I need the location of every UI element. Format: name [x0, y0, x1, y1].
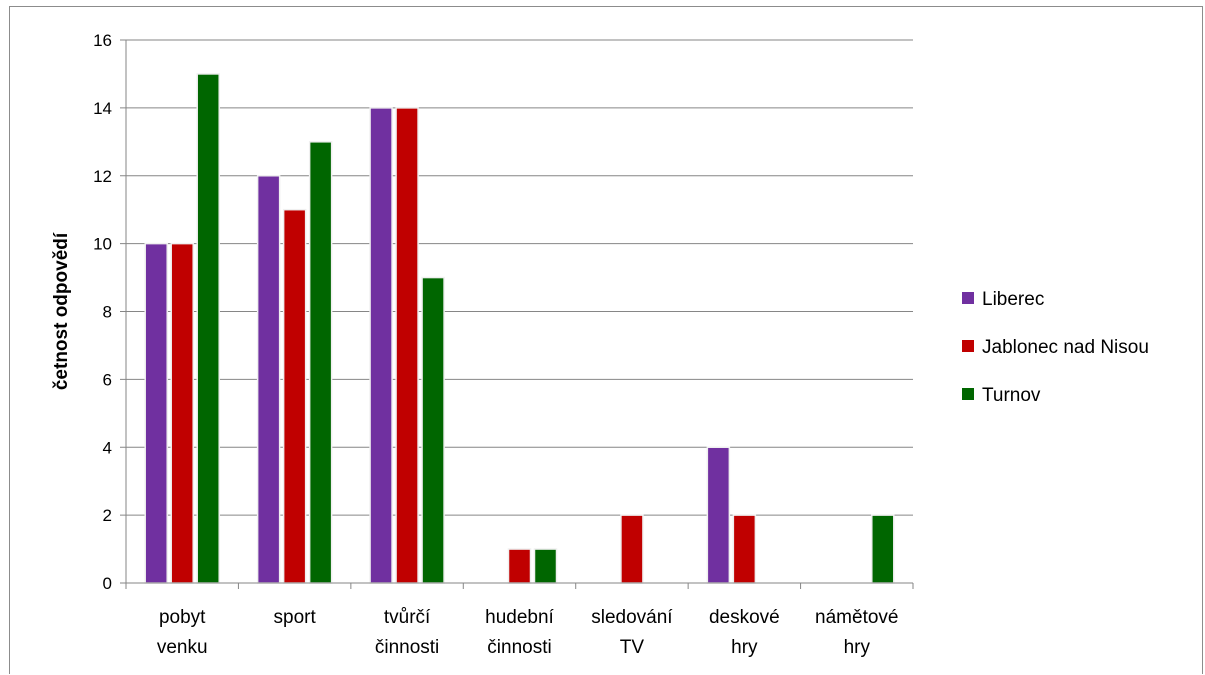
x-category-label: námětové [815, 607, 898, 628]
legend-swatch [962, 388, 974, 400]
x-category-label: venku [157, 637, 208, 658]
y-tick-label: 14 [93, 99, 112, 118]
bar-jablonec-nad-nisou [170, 242, 194, 584]
legend-label: Turnov [982, 385, 1041, 406]
x-category-label: tvůrčí [384, 607, 431, 628]
x-category-label: činnosti [375, 637, 439, 658]
x-category-label: hudební [485, 607, 554, 628]
bar-jablonec-nad-nisou [507, 548, 532, 584]
bar-liberec [256, 175, 281, 584]
bar-jablonec-nad-nisou [620, 514, 644, 584]
legend-swatch [962, 340, 974, 352]
bar-turnov [871, 514, 895, 584]
bar-jablonec-nad-nisou [282, 208, 307, 584]
bar-turnov [533, 548, 558, 584]
x-category-label: pobyt [159, 607, 206, 628]
y-tick-label: 6 [103, 370, 112, 389]
x-category-label: hry [844, 637, 871, 658]
bar-jablonec-nad-nisou [732, 514, 757, 584]
chart-frame [9, 6, 1203, 674]
x-category-label: hry [731, 637, 758, 658]
y-tick-label: 8 [103, 303, 112, 322]
legend-swatch [962, 292, 974, 304]
y-tick-label: 12 [93, 167, 112, 186]
legend-label: Liberec [982, 289, 1044, 310]
y-tick-label: 10 [93, 235, 112, 254]
bar-jablonec-nad-nisou [395, 107, 419, 584]
y-tick-label: 4 [103, 438, 112, 457]
x-category-label: sledování [591, 607, 673, 628]
bar-turnov [308, 141, 333, 584]
y-axis-title: četnost odpovědí [51, 232, 72, 390]
y-tick-label: 0 [103, 574, 112, 593]
bar-turnov [421, 276, 445, 584]
bar-liberec [369, 107, 393, 584]
x-category-label: sport [274, 607, 317, 628]
y-tick-label: 16 [93, 31, 112, 50]
bar-liberec [144, 242, 168, 584]
y-tick-label: 2 [103, 506, 112, 525]
x-category-label: deskové [709, 607, 780, 628]
legend-label: Jablonec nad Nisou [982, 337, 1149, 358]
x-category-label: TV [620, 637, 645, 658]
x-category-label: činnosti [487, 637, 551, 658]
bar-turnov [196, 73, 220, 584]
bar-liberec [706, 446, 731, 584]
